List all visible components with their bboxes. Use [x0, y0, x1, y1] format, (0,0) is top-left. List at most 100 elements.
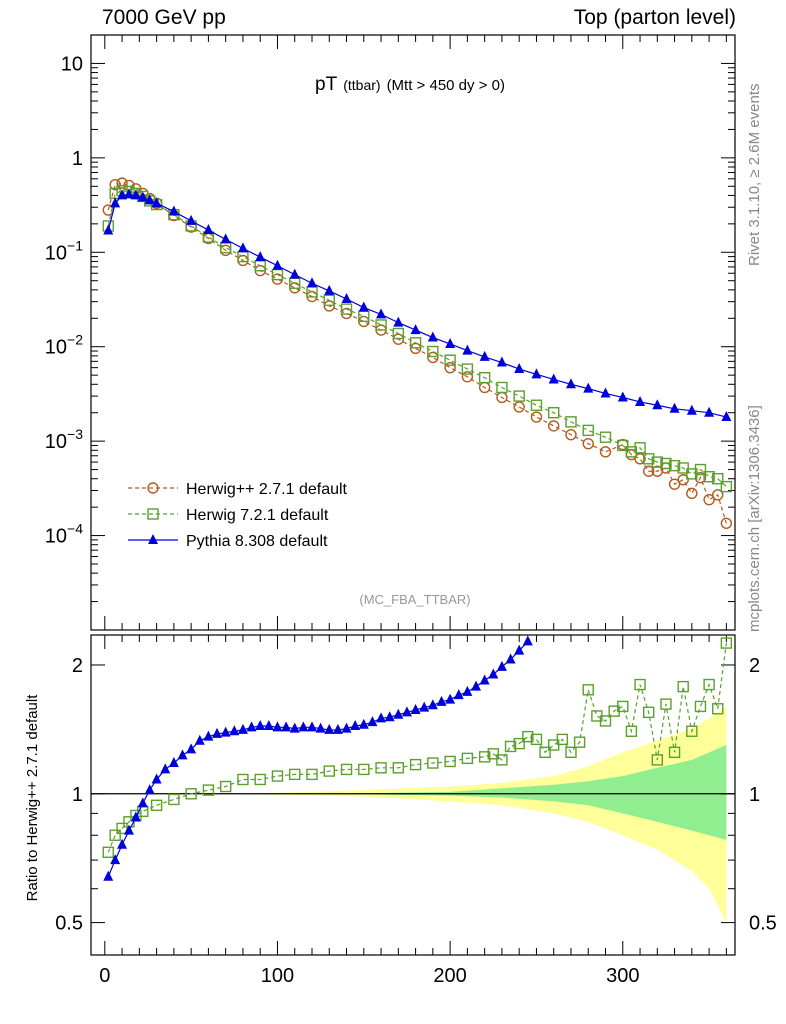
- data-point: [660, 457, 672, 470]
- data-point: [712, 489, 724, 501]
- data-point: [582, 437, 594, 450]
- data-point: [453, 689, 464, 700]
- y-tick-label: 1: [72, 148, 83, 170]
- data-point: [530, 733, 543, 746]
- data-point: [514, 363, 525, 374]
- main-plot-frame: [90, 34, 736, 631]
- data-point: [522, 635, 533, 646]
- data-point: [461, 752, 474, 765]
- data-point: [332, 723, 343, 734]
- data-point: [660, 698, 672, 710]
- data-point: [130, 189, 141, 200]
- y-tick-exponent: −2: [67, 332, 83, 348]
- data-point: [272, 259, 283, 270]
- series-line: [107, 189, 727, 488]
- uncertainty-band-outer: [104, 706, 727, 923]
- data-point: [583, 382, 594, 393]
- data-point: [478, 751, 491, 763]
- data-point: [652, 399, 663, 410]
- header-right: Top (parton level): [573, 6, 736, 29]
- data-point: [436, 695, 447, 706]
- data-point: [635, 395, 646, 406]
- data-point: [358, 301, 369, 312]
- uncertainty-band-inner: [104, 745, 727, 840]
- data-point: [565, 378, 576, 389]
- data-point: [393, 316, 404, 327]
- data-point: [694, 700, 707, 713]
- data-point: [600, 387, 611, 398]
- data-point: [548, 373, 559, 384]
- data-point: [151, 773, 162, 784]
- data-point: [315, 722, 326, 733]
- data-point: [151, 197, 162, 208]
- data-point: [306, 277, 317, 288]
- data-point: [203, 224, 214, 235]
- data-point: [255, 720, 266, 731]
- data-point: [160, 763, 171, 774]
- ratio-plot-panel: 0.5 0.5 1 1 2 2 0 100 200 300: [55, 634, 777, 987]
- data-point: [367, 716, 378, 727]
- data-point: [324, 284, 335, 295]
- y-tick-base: 1: [72, 148, 83, 170]
- y-tick-exponent: −4: [67, 521, 83, 537]
- data-point: [254, 773, 266, 786]
- data-point: [565, 746, 577, 759]
- y-tick-base: 10: [61, 53, 83, 75]
- data-point: [117, 189, 128, 200]
- data-point: [109, 829, 121, 841]
- data-point: [358, 763, 370, 776]
- legend-label: Herwig 7.2.1 default: [186, 507, 329, 524]
- data-point: [323, 765, 335, 777]
- data-point: [478, 371, 491, 384]
- y-tick-label: 10−2: [45, 332, 83, 359]
- rivet-label: Rivet 3.1.10, ≥ 2.6M events: [746, 83, 763, 267]
- data-point: [427, 351, 439, 364]
- data-point: [147, 482, 159, 494]
- data-point: [634, 453, 646, 465]
- data-point: [229, 725, 240, 736]
- x-tick-label: 0: [99, 965, 110, 987]
- data-point: [246, 721, 257, 732]
- data-point: [677, 462, 689, 474]
- data-point: [110, 197, 121, 208]
- data-point: [137, 797, 148, 808]
- data-point: [548, 420, 560, 432]
- data-point: [144, 784, 155, 795]
- data-point: [712, 473, 724, 485]
- data-point: [703, 678, 715, 691]
- data-point: [539, 746, 551, 759]
- data-point: [565, 429, 577, 441]
- y-tick-label: 2: [72, 655, 83, 677]
- data-point: [123, 188, 134, 199]
- y-tick-label: 10−4: [45, 521, 83, 548]
- data-point: [117, 838, 128, 849]
- data-point: [237, 723, 248, 734]
- data-point: [392, 762, 405, 774]
- data-point: [669, 402, 680, 413]
- data-point: [703, 471, 715, 483]
- data-point: [462, 685, 473, 696]
- data-point: [220, 726, 231, 737]
- data-point: [599, 715, 612, 727]
- data-point: [471, 680, 482, 691]
- data-point: [340, 763, 353, 776]
- y-tick-exponent: −3: [67, 426, 83, 442]
- data-point: [110, 854, 121, 865]
- data-point: [137, 191, 148, 202]
- data-point: [720, 637, 733, 649]
- data-point: [130, 811, 141, 822]
- data-point: [148, 534, 158, 544]
- data-point: [375, 762, 387, 774]
- y-tick-label: 10−1: [45, 237, 83, 264]
- data-point: [694, 463, 707, 476]
- data-point: [306, 721, 317, 732]
- data-point: [103, 224, 114, 235]
- data-point: [504, 740, 517, 753]
- data-point: [573, 736, 586, 748]
- y-tick-base: 10: [45, 242, 67, 264]
- data-point: [116, 177, 128, 189]
- data-point: [668, 459, 681, 472]
- y-tick-label: 1: [72, 784, 83, 806]
- data-point: [462, 344, 473, 355]
